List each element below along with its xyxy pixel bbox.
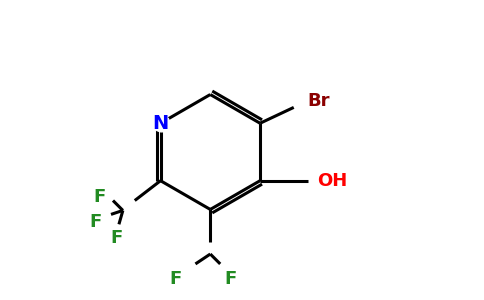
Text: N: N [152, 114, 168, 133]
Text: F: F [93, 188, 105, 206]
Text: F: F [111, 229, 123, 247]
Text: F: F [169, 270, 182, 288]
Text: Br: Br [308, 92, 330, 110]
Text: F: F [224, 270, 236, 288]
Text: F: F [89, 213, 101, 231]
Text: OH: OH [318, 172, 348, 190]
